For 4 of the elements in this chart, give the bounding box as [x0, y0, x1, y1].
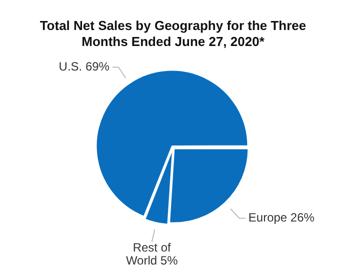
slice-label: Europe 26% — [248, 210, 315, 225]
slice-label: Rest of World 5% — [126, 240, 178, 268]
slice-label: U.S. 69% — [58, 60, 110, 74]
chart-title: Total Net Sales by Geography for the Three Months Ended June 27, 2020* — [38, 18, 308, 50]
